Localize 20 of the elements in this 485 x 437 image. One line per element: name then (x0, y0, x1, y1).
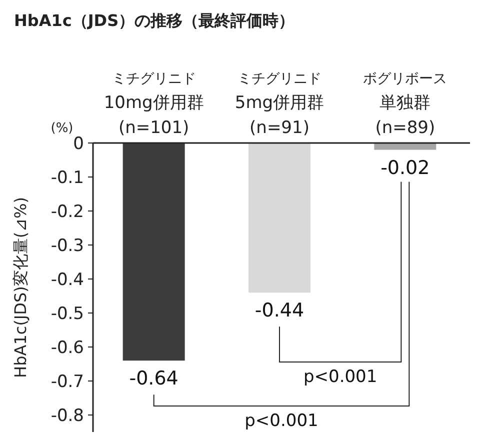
y-tick-label: -0.8 (50, 406, 84, 426)
data-label: -0.44 (254, 300, 304, 322)
y-tick-label: -0.5 (50, 304, 84, 324)
x-tick-label: ミチグリニド 5mg併用群 (n=91) (234, 71, 324, 138)
y-tick-label: -0.6 (50, 338, 84, 358)
data-label: -0.02 (380, 156, 430, 179)
y-tick-label: -0.4 (50, 270, 84, 290)
y-tick-label: -0.2 (50, 202, 84, 222)
y-axis-title: HbA1c(JDS)変化量(⊿%) (11, 197, 30, 378)
text: (%) (50, 121, 74, 136)
chart-title: HbA1c（JDS）の推移（最終評価時） (14, 11, 295, 30)
x-tick-label: ミチグリニド 10mg併用群 (n=101) (104, 71, 204, 138)
annotation: p<0.001 (244, 411, 318, 431)
data-label: -0.64 (129, 368, 178, 390)
y-tick-label: -0.1 (50, 168, 84, 188)
y-tick-label: 0 (73, 134, 84, 154)
y-tick-label: -0.3 (50, 236, 84, 256)
y-tick-label: -0.7 (50, 372, 84, 392)
x-tick-label: ボグリボース単独群 (n=89) (363, 71, 448, 138)
annotation: p<0.001 (303, 367, 378, 387)
